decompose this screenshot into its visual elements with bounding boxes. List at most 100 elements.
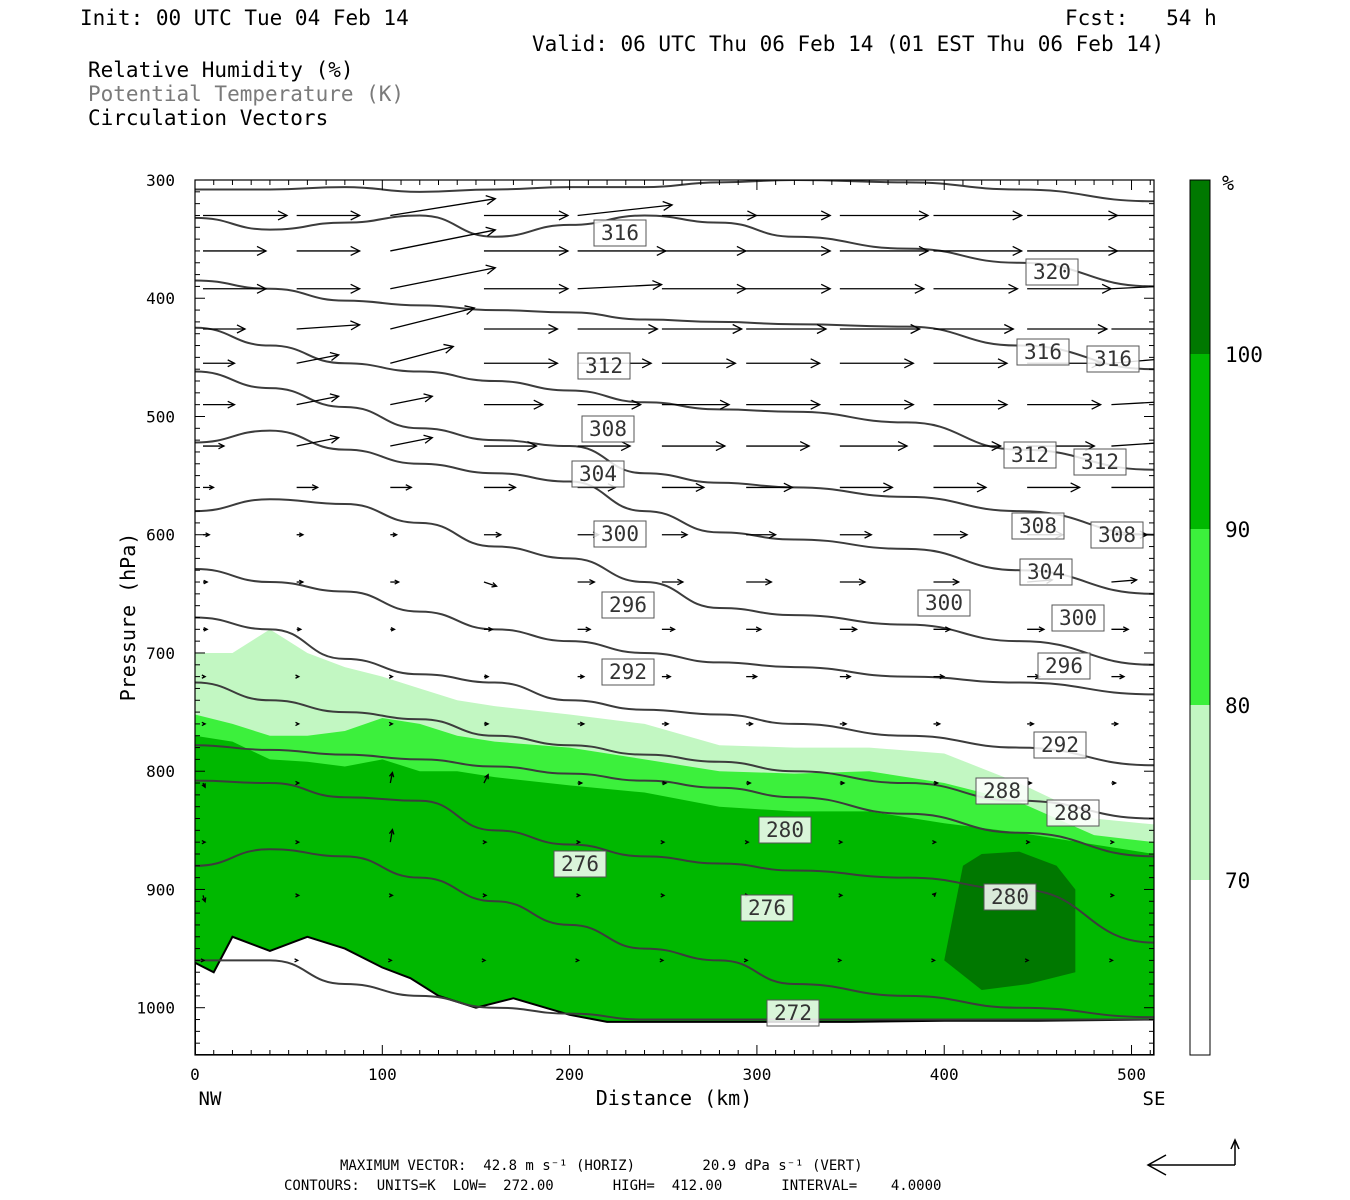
circulation-vector xyxy=(933,283,1019,294)
theta-contour-272 xyxy=(195,959,1154,1021)
y-axis-label: Pressure (hPa) xyxy=(116,533,140,702)
svg-text:316: 316 xyxy=(1094,347,1132,371)
circulation-vector xyxy=(1111,250,1154,252)
contour-label: 308 xyxy=(1011,512,1065,540)
circulation-vector xyxy=(201,839,207,845)
circulation-vector xyxy=(839,399,915,410)
circulation-vector xyxy=(577,399,643,410)
circulation-vector xyxy=(483,399,545,410)
circulation-vector xyxy=(746,626,763,633)
y-tick-label: 500 xyxy=(146,407,175,426)
circulation-vector xyxy=(661,440,727,452)
circulation-vector xyxy=(296,532,305,538)
circulation-vector xyxy=(390,579,401,585)
circulation-vector xyxy=(839,210,930,221)
circulation-vector xyxy=(746,245,832,257)
rh-100-fill xyxy=(944,851,1076,990)
circulation-vector xyxy=(1027,283,1113,294)
circulation-vector xyxy=(203,579,209,585)
circulation-vector xyxy=(1027,245,1119,257)
contour-label: 304 xyxy=(1019,558,1073,586)
circulation-vector xyxy=(1111,780,1118,786)
svg-text:316: 316 xyxy=(601,221,639,245)
circulation-vector xyxy=(577,780,584,786)
circulation-vector xyxy=(746,673,759,680)
contour-label: 296 xyxy=(1037,652,1091,680)
circulation-vector xyxy=(1111,673,1126,680)
circulation-vector xyxy=(388,674,394,679)
x-tick-label: 400 xyxy=(930,1065,959,1084)
circulation-vector xyxy=(661,323,744,335)
circulation-vector xyxy=(839,440,909,452)
circulation-vector xyxy=(1027,210,1119,221)
circulation-vector xyxy=(1109,839,1115,845)
circulation-vector xyxy=(933,530,969,539)
circulation-vector xyxy=(661,399,731,410)
theta-contour-312 xyxy=(195,326,1154,471)
svg-text:300: 300 xyxy=(925,591,963,615)
x-end-label-nw: NW xyxy=(199,1088,222,1110)
reference-vector xyxy=(1146,1138,1240,1176)
svg-text:292: 292 xyxy=(1041,733,1079,757)
contour-label: 292 xyxy=(601,658,655,686)
theta-contour-280 xyxy=(195,779,1154,944)
theta-contour-296 xyxy=(195,568,1154,696)
contour-label: 308 xyxy=(581,415,635,443)
circulation-vector xyxy=(201,782,206,789)
x-tick-label: 200 xyxy=(555,1065,584,1084)
legend-theta: Potential Temperature (K) xyxy=(88,82,405,106)
theta-contour-316 xyxy=(195,279,1154,371)
contour-label: 304 xyxy=(571,460,625,488)
contour-label: 312 xyxy=(577,352,631,380)
circulation-vector xyxy=(390,343,455,364)
circulation-vector xyxy=(933,673,946,680)
svg-text:320: 320 xyxy=(1033,260,1071,284)
y-tick-label: 700 xyxy=(146,644,175,663)
circulation-vector xyxy=(296,351,341,364)
circulation-vector xyxy=(1027,721,1035,727)
legend-vectors: Circulation Vectors xyxy=(88,106,329,130)
colorbar-segment xyxy=(1190,354,1210,529)
circulation-vector xyxy=(746,399,822,410)
circulation-vector xyxy=(746,323,828,335)
circulation-vector xyxy=(577,279,664,291)
circulation-vector xyxy=(483,531,503,538)
circulation-vector xyxy=(1111,626,1130,633)
colorbar-label: 90 xyxy=(1225,518,1250,542)
theta-contour-292 xyxy=(195,616,1154,767)
x-end-label-se: SE xyxy=(1143,1088,1166,1110)
circulation-vector xyxy=(483,245,570,257)
circulation-vector xyxy=(1027,399,1103,410)
svg-text:312: 312 xyxy=(585,354,623,378)
contour-label: 300 xyxy=(917,589,971,617)
colorbar-label: 100 xyxy=(1225,343,1263,367)
circulation-vector xyxy=(746,482,794,493)
circulation-vector xyxy=(839,780,846,786)
circulation-vector xyxy=(1111,576,1139,584)
circulation-vector xyxy=(933,210,1024,221)
circulation-vector xyxy=(483,721,490,727)
circulation-vector xyxy=(576,893,582,898)
x-tick-label: 500 xyxy=(1117,1065,1146,1084)
circulation-vector xyxy=(933,399,1009,410)
svg-text:312: 312 xyxy=(1081,450,1119,474)
circulation-vector xyxy=(577,721,586,727)
circulation-vector xyxy=(1024,958,1030,963)
circulation-vector xyxy=(296,626,303,632)
x-axis: 0 100 200 300 400 500 NW SE xyxy=(190,180,1165,1110)
theta-contour-324 xyxy=(195,180,1154,203)
circulation-vector xyxy=(839,358,915,369)
circulation-vector xyxy=(483,210,570,221)
circulation-vector xyxy=(661,674,672,680)
circulation-vector xyxy=(295,674,301,679)
circulation-vector xyxy=(746,578,773,586)
circulation-vector xyxy=(200,958,206,963)
circulation-vector xyxy=(933,323,1015,335)
circulation-vector xyxy=(1111,401,1154,406)
circulation-vector xyxy=(933,578,961,586)
circulation-vector xyxy=(933,358,1009,369)
y-tick-label: 800 xyxy=(146,762,175,781)
theta-contour-300 xyxy=(195,498,1154,666)
circulation-vector xyxy=(575,958,581,963)
circulation-vector xyxy=(390,393,434,406)
